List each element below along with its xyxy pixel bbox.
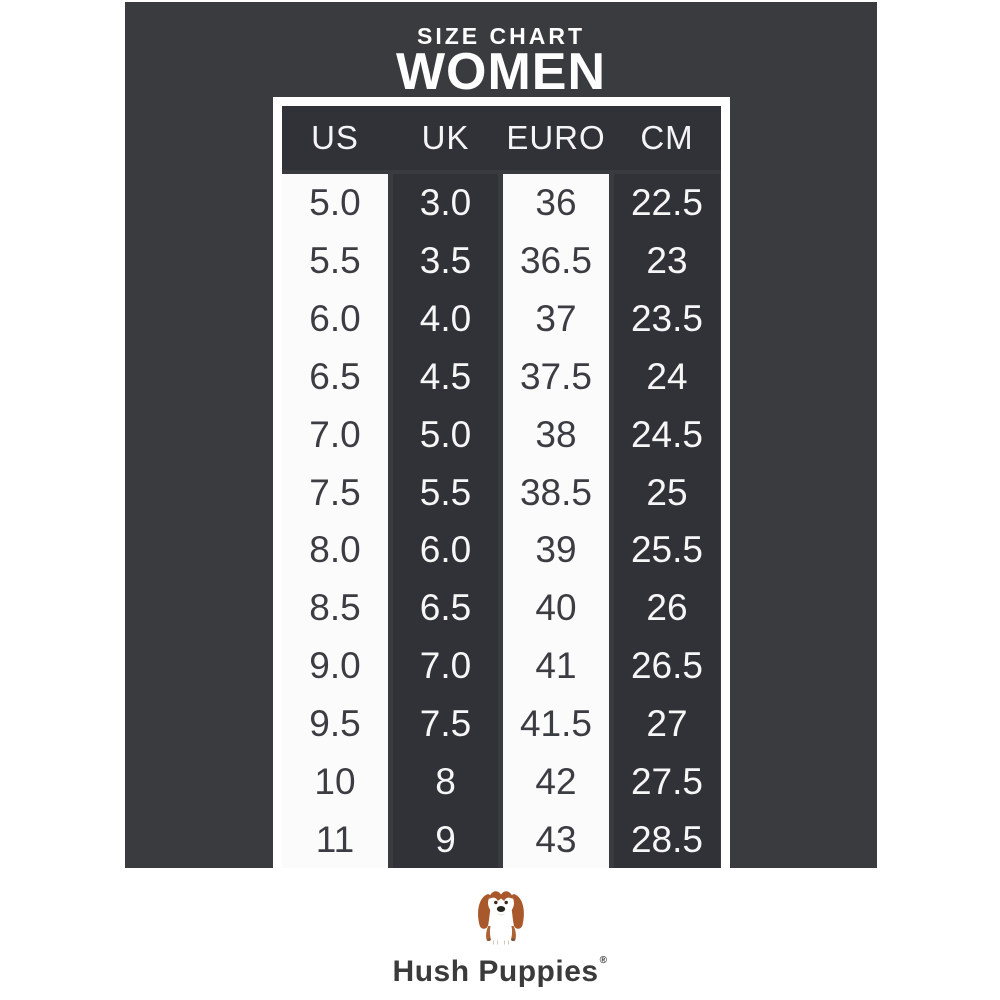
column-header-euro: EURO [506, 119, 606, 156]
table-cell: 40 [535, 587, 577, 629]
registered-trademark: ® [599, 955, 608, 966]
table-cell: 9 [435, 818, 456, 860]
table-cell: 9.0 [309, 645, 361, 687]
table-cell: 6.5 [419, 587, 472, 629]
table-cell: 9.5 [309, 702, 361, 744]
table-cell: 7.5 [419, 702, 472, 744]
brand-wordmark: Hush Puppies® [0, 956, 1000, 987]
table-cell: 8 [435, 760, 456, 802]
table-cell: 4.5 [419, 355, 472, 397]
table-cell: 24 [646, 355, 688, 397]
table-cell: 23.5 [630, 298, 703, 340]
table-cell: 43 [535, 818, 577, 860]
table-cell: 7.0 [419, 645, 472, 687]
table-header-row: US UK EURO CM [282, 106, 721, 170]
table-cell: 37.5 [519, 355, 592, 397]
table-cell: 38.5 [519, 471, 592, 513]
table-cell: 10 [314, 760, 356, 802]
basset-hound-dog-icon [478, 890, 524, 947]
table-cell: 7.0 [309, 413, 361, 455]
table-cell: 5.0 [419, 413, 472, 455]
table-cell: 8.0 [309, 529, 361, 571]
table-cell: 41 [535, 645, 577, 687]
table-cell: 11 [315, 818, 355, 860]
table-cell: 6.5 [309, 355, 361, 397]
size-chart-panel: SIZE CHART WOMEN US UK EURO CM 5.0 5.5 6… [125, 2, 877, 868]
size-table: US UK EURO CM 5.0 5.5 6.0 6.5 7.0 7.5 8.… [273, 97, 730, 868]
table-cell: 36 [535, 182, 577, 224]
table-cell: 24.5 [630, 413, 703, 455]
table-cell: 38 [535, 413, 577, 455]
table-cell: 27 [646, 702, 688, 744]
table-cell: 26 [646, 587, 688, 629]
table-cell: 26.5 [630, 645, 703, 687]
table-cell: 23 [646, 240, 688, 282]
table-cell: 28.5 [630, 818, 703, 860]
table-cell: 37 [535, 298, 577, 340]
table-cell: 39 [535, 529, 577, 571]
table-cell: 25 [646, 471, 688, 513]
table-cell: 4.0 [419, 298, 472, 340]
table-cell: 5.5 [419, 471, 472, 513]
table-cell: 5.5 [309, 240, 361, 282]
table-cell: 42 [535, 760, 577, 802]
table-cell: 27.5 [630, 760, 703, 802]
brand-name: Hush Puppies [392, 955, 599, 988]
table-cell: 25.5 [630, 529, 703, 571]
column-header-us: US [311, 119, 359, 156]
table-column-euro: 36 36.5 37 37.5 38 38.5 39 40 41 41.5 42… [503, 174, 609, 868]
table-column-uk: 3.0 3.5 4.0 4.5 5.0 5.5 6.0 6.5 7.0 7.5 … [393, 174, 498, 868]
table-column-cm: 22.5 23 23.5 24 24.5 25 25.5 26 26.5 27 … [614, 174, 720, 868]
table-cell: 5.0 [309, 182, 361, 224]
table-cell: 6.0 [309, 298, 361, 340]
column-header-cm: CM [640, 119, 694, 156]
table-body: 5.0 5.5 6.0 6.5 7.0 7.5 8.0 8.5 9.0 9.5 … [282, 174, 721, 868]
chart-title: WOMEN [395, 43, 607, 101]
table-column-us: 5.0 5.5 6.0 6.5 7.0 7.5 8.0 8.5 9.0 9.5 … [282, 174, 388, 868]
table-cell: 3.5 [419, 240, 472, 282]
chart-subtitle: SIZE CHART [417, 23, 585, 49]
table-cell: 7.5 [309, 471, 361, 513]
table-cell: 41.5 [519, 702, 592, 744]
column-header-uk: UK [421, 119, 470, 156]
table-cell: 6.0 [419, 529, 472, 571]
table-cell: 3.0 [419, 182, 472, 224]
table-cell: 36.5 [519, 240, 592, 282]
table-cell: 8.5 [309, 587, 361, 629]
table-cell: 22.5 [630, 182, 703, 224]
